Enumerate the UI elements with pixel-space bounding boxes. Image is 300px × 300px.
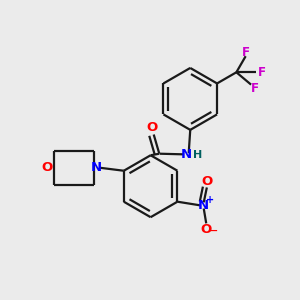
- Text: F: F: [251, 82, 259, 95]
- Text: F: F: [258, 66, 266, 79]
- Text: N: N: [181, 148, 192, 161]
- Text: O: O: [201, 175, 212, 188]
- Text: N: N: [91, 161, 102, 174]
- Text: O: O: [146, 121, 158, 134]
- Text: O: O: [201, 223, 212, 236]
- Text: H: H: [193, 150, 202, 160]
- Text: F: F: [242, 46, 250, 59]
- Text: +: +: [206, 195, 214, 205]
- Text: O: O: [41, 161, 52, 174]
- Text: −: −: [209, 226, 219, 236]
- Text: N: N: [198, 199, 209, 212]
